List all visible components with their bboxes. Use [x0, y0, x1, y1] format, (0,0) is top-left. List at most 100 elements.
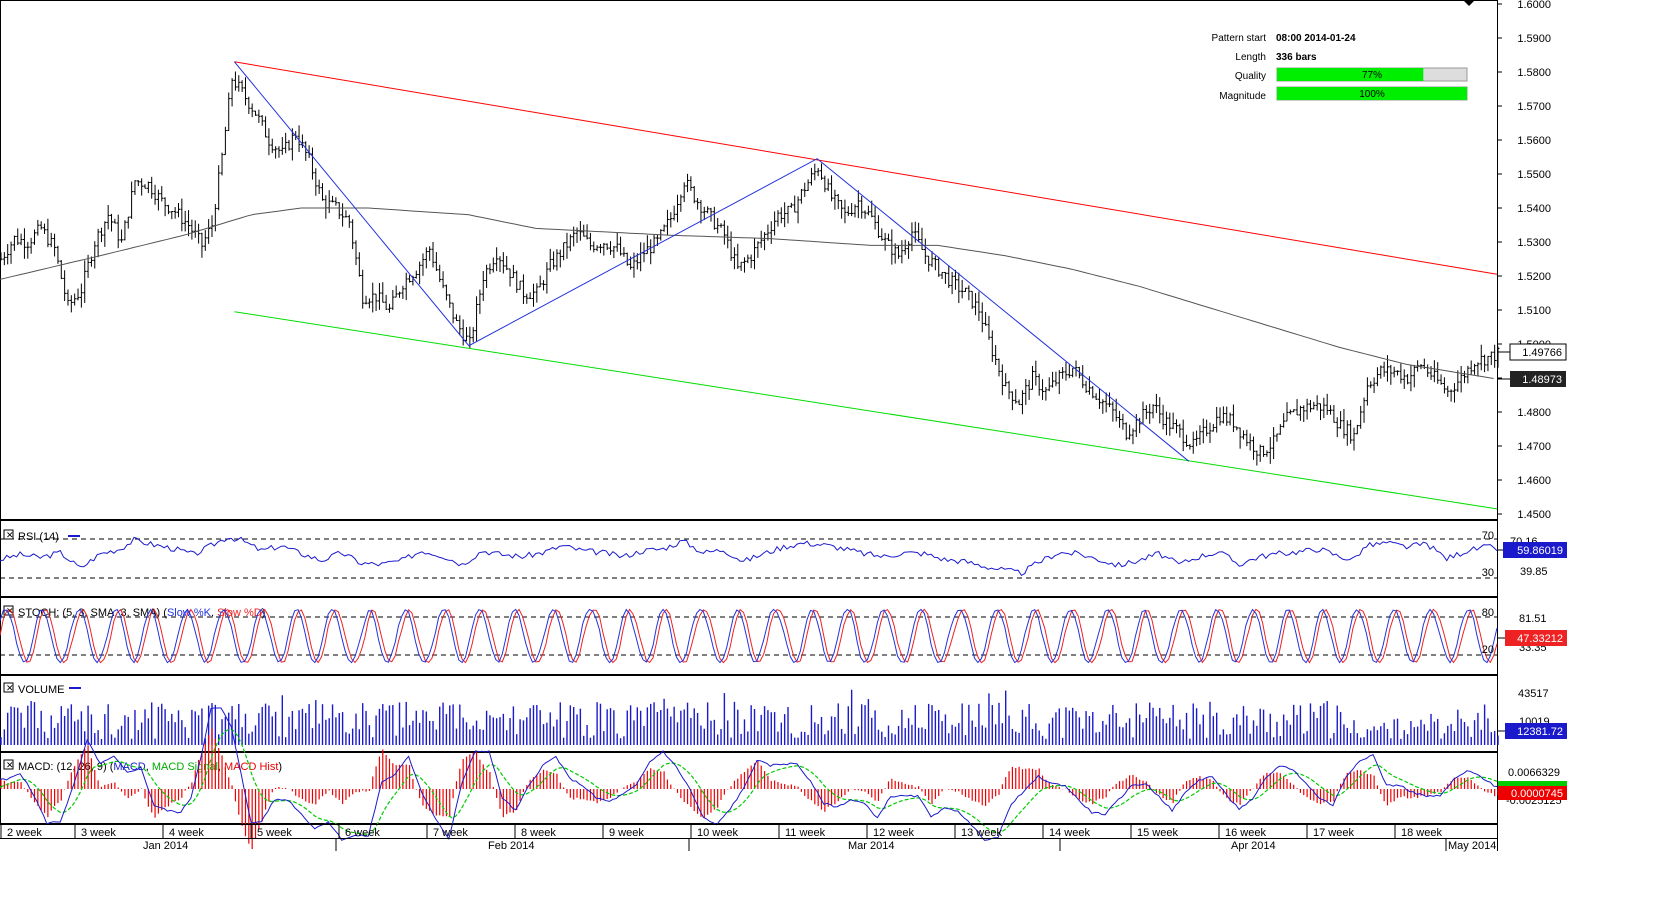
price-tick-label: 1.5700 — [1517, 101, 1551, 113]
macd-top-tick: 0.0066329 — [1508, 767, 1560, 779]
week-label: 9 week — [609, 827, 644, 839]
rsi-tick-70: 70 — [1482, 530, 1494, 542]
macd-histogram — [0, 728, 1499, 850]
price-tick-label: 1.5300 — [1517, 237, 1551, 249]
volume-top-tick: 43517 — [1518, 688, 1549, 700]
current-price-tag: 1.49766 — [1498, 343, 1567, 361]
week-label: 16 week — [1225, 827, 1266, 839]
quality-bar-fill — [1277, 68, 1424, 81]
ma-price-tag: 1.48973 — [1498, 371, 1566, 387]
macd-panel: ✕ MACD: (12, 26, 9) (MACD, MACD Signal, … — [0, 707, 1567, 850]
pattern-zigzag-line — [234, 61, 1190, 462]
price-tick-label: 1.4700 — [1517, 441, 1551, 453]
quality-label: Quality — [1235, 71, 1266, 82]
pattern-start-value: 08:00 2014-01-24 — [1276, 33, 1356, 44]
month-label: Apr 2014 — [1231, 840, 1276, 852]
rsi-collapse-x-icon: ✕ — [6, 530, 14, 540]
rsi-collapse-icon[interactable] — [3, 529, 14, 540]
price-tick-label: 1.5500 — [1517, 169, 1551, 181]
volume-bars — [0, 689, 1499, 745]
macd-collapse-icon[interactable] — [3, 759, 14, 770]
length-label: Length — [1235, 52, 1266, 63]
week-label: 12 week — [873, 827, 914, 839]
price-tick-label: 1.5600 — [1517, 135, 1551, 147]
week-label: 13 week — [961, 827, 1002, 839]
resistance-line — [234, 61, 1498, 275]
week-label: 3 week — [81, 827, 116, 839]
support-line — [234, 311, 1498, 510]
price-axis: 1.6000 1.5900 1.5800 1.5700 1.5600 1.5500 1.54… — [1497, 0, 1551, 521]
month-label: Jan 2014 — [143, 840, 188, 852]
price-tick-label: 1.5900 — [1517, 33, 1551, 45]
macd-collapse-x-icon: ✕ — [6, 760, 14, 770]
rsi-line — [0, 536, 1498, 577]
price-tick-label: 1.6000 — [1517, 0, 1551, 11]
week-label: 11 week — [785, 827, 826, 839]
stoch-current-tag — [1505, 630, 1567, 646]
volume-collapse-x-icon: ✕ — [6, 683, 14, 693]
week-label: 5 week — [257, 827, 292, 839]
macd-signal-line — [0, 728, 1498, 836]
week-label: 2 week — [7, 827, 42, 839]
week-label: 17 week — [1313, 827, 1354, 839]
rsi-current-tag — [1503, 542, 1567, 558]
rsi-panel: ✕ RSI (14) 70 30 70.16 39.85 59.86019 — [0, 529, 1567, 579]
week-label: 6 week — [345, 827, 380, 839]
stoch-d-line — [0, 608, 1498, 664]
pattern-info-box: Pattern start 08:00 2014-01-24 Length 33… — [1212, 33, 1468, 102]
month-label: Mar 2014 — [848, 840, 894, 852]
macd-signal-tag — [1498, 781, 1567, 788]
rsi-label: RSI (14) — [18, 531, 59, 543]
macd-line — [0, 707, 1498, 841]
stoch-current-value: 47.33212 — [1517, 633, 1563, 645]
stoch-tick-80: 80 — [1482, 607, 1494, 619]
stoch-k-line — [0, 608, 1498, 664]
volume-collapse-icon[interactable] — [3, 682, 14, 693]
price-tick-label: 1.4500 — [1517, 509, 1551, 521]
week-label: 18 week — [1401, 827, 1442, 839]
quality-value: 77% — [1362, 70, 1382, 81]
rsi-tick-30: 30 — [1482, 567, 1494, 579]
macd-current-tag — [1498, 786, 1567, 800]
volume-panel: ✕ VOLUME 43517 10019 12381.72 — [0, 682, 1567, 745]
price-tick-label: 1.5400 — [1517, 203, 1551, 215]
macd-label: MACD: (12, 26, 9) (MACD, MACD Signal, MA… — [18, 761, 282, 773]
panel-frame-1 — [0, 520, 1498, 597]
volume-label: VOLUME — [18, 684, 64, 696]
stoch-collapse-x-icon: ✕ — [6, 606, 14, 616]
panel-frame-0 — [0, 0, 1498, 520]
month-label: Feb 2014 — [488, 840, 534, 852]
moving-average-line — [0, 207, 1494, 379]
rsi-current-value: 59.86019 — [1517, 545, 1563, 557]
week-label: 4 week — [169, 827, 204, 839]
price-tick-label: 1.4600 — [1517, 475, 1551, 487]
ma-price-value: 1.48973 — [1522, 374, 1562, 386]
stoch-tick-secondary: 81.51 — [1519, 613, 1547, 625]
current-price-value: 1.49766 — [1522, 347, 1562, 359]
week-label: 15 week — [1137, 827, 1178, 839]
scroll-marker-icon[interactable] — [1463, 0, 1475, 6]
length-value: 336 bars — [1276, 52, 1317, 63]
magnitude-label: Magnitude — [1219, 91, 1266, 102]
price-tick-label: 1.4800 — [1517, 407, 1551, 419]
magnitude-bar-fill — [1277, 87, 1467, 100]
ohlc-bars — [0, 71, 1500, 466]
rsi-tick-secondary-2: 39.85 — [1520, 566, 1548, 578]
time-axis: 2 week 3 week 4 week 5 week 6 week 7 week 8 we… — [0, 824, 1497, 852]
week-label: 7 week — [433, 827, 468, 839]
volume-current-value: 12381.72 — [1517, 726, 1563, 738]
pattern-start-label: Pattern start — [1212, 33, 1267, 44]
volume-current-tag — [1505, 723, 1567, 739]
price-tick-label: 1.5200 — [1517, 271, 1551, 283]
magnitude-value: 100% — [1359, 89, 1385, 100]
week-label: 14 week — [1049, 827, 1090, 839]
week-label: 8 week — [521, 827, 556, 839]
month-label: May 2014 — [1448, 840, 1496, 852]
price-tick-label: 1.5800 — [1517, 67, 1551, 79]
stoch-tick-20: 20 — [1482, 644, 1494, 656]
week-label: 10 week — [697, 827, 738, 839]
macd-current-value: 0.0000745 — [1511, 788, 1563, 800]
price-tick-label: 1.5100 — [1517, 305, 1551, 317]
price-panel — [0, 61, 1500, 510]
